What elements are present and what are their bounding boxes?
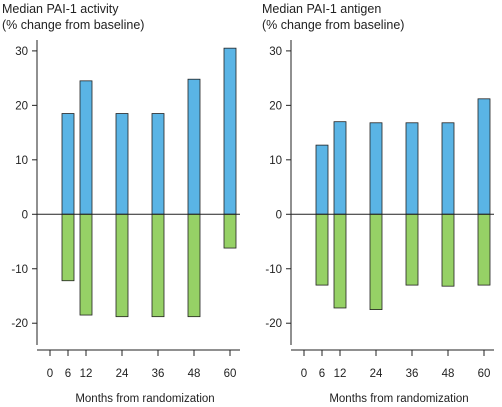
chart-title-line-1: Median PAI-1 activity: [2, 2, 119, 16]
y-tick-label: -10: [11, 264, 28, 276]
x-tick-label: 48: [442, 368, 455, 380]
x-tick-label: 24: [116, 368, 129, 380]
y-tick-label: 30: [15, 46, 28, 58]
chart-title-line-2: (% change from baseline): [262, 18, 404, 32]
chart-panel-antigen: Median PAI-1 antigen (% change from base…: [262, 2, 494, 405]
y-tick-label: 0: [22, 209, 28, 221]
bar-positive-month-12: [79, 80, 93, 215]
x-tick-label: 12: [334, 368, 347, 380]
bar-negative-month-12: [79, 213, 93, 316]
bar-positive-month-48: [187, 78, 201, 215]
bar-negative-month-6: [315, 213, 329, 286]
x-tick-label: 6: [65, 368, 71, 380]
bar-negative-month-60: [477, 213, 491, 286]
chart-title-line-2: (% change from baseline): [2, 18, 144, 32]
y-tick-label: -20: [265, 318, 282, 330]
x-tick-label: 60: [224, 368, 237, 380]
bar-positive-month-36: [405, 122, 419, 215]
x-tick-label: 36: [406, 368, 419, 380]
y-tick-label: 10: [269, 155, 282, 167]
x-tick-label: 12: [80, 368, 93, 380]
x-tick-label: 6: [319, 368, 325, 380]
bar-negative-month-60: [223, 213, 237, 249]
bar-negative-month-24: [115, 213, 129, 318]
y-tick-label: -20: [11, 318, 28, 330]
bar-negative-month-48: [187, 213, 201, 318]
x-tick-label: 0: [47, 368, 53, 380]
bar-positive-month-60: [477, 98, 491, 215]
y-tick-label: 20: [269, 100, 282, 112]
bar-negative-month-24: [369, 213, 383, 310]
x-tick-label: 36: [152, 368, 165, 380]
x-tick-label: 0: [301, 368, 307, 380]
bar-negative-month-6: [61, 213, 75, 282]
bar-positive-month-24: [369, 122, 383, 215]
bar-negative-month-12: [333, 213, 347, 309]
bar-positive-month-36: [151, 113, 165, 215]
x-tick-label: 24: [370, 368, 383, 380]
y-tick-label: -10: [265, 264, 282, 276]
bar-positive-month-24: [115, 113, 129, 215]
bar-positive-month-6: [61, 113, 75, 215]
x-tick-label: 60: [478, 368, 491, 380]
y-tick-label: 0: [276, 209, 282, 221]
bar-negative-month-36: [405, 213, 419, 286]
x-tick-label: 48: [188, 368, 201, 380]
y-tick-label: 30: [269, 46, 282, 58]
bar-positive-month-48: [441, 122, 455, 215]
bar-positive-month-60: [223, 47, 237, 215]
bar-negative-month-48: [441, 213, 455, 287]
bar-positive-month-6: [315, 144, 329, 215]
y-tick-label: 10: [15, 155, 28, 167]
bar-positive-month-12: [333, 121, 347, 215]
x-axis-label: Months from randomization: [329, 393, 468, 405]
y-tick-label: 20: [15, 100, 28, 112]
chart-panel-activity: Median PAI-1 activity (% change from bas…: [2, 2, 240, 405]
x-axis-label: Months from randomization: [75, 393, 214, 405]
chart-title-line-1: Median PAI-1 antigen: [262, 2, 381, 16]
bar-negative-month-36: [151, 213, 165, 318]
